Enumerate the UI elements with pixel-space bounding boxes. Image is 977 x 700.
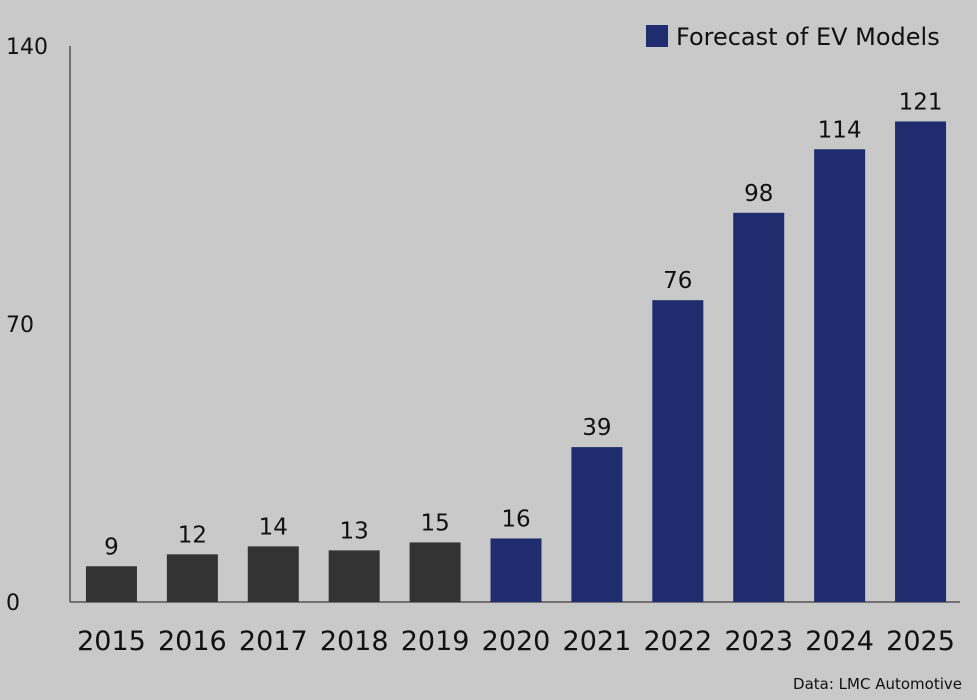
x-tick-label-2016: 2016 <box>158 626 227 657</box>
bar-2022 <box>652 300 704 602</box>
x-tick-label-2018: 2018 <box>320 626 389 657</box>
x-tick-label-2021: 2021 <box>563 626 632 657</box>
legend-label: Forecast of EV Models <box>676 23 940 51</box>
data-label-2022: 76 <box>663 268 692 294</box>
data-label-2017: 14 <box>259 514 288 540</box>
y-tick-label: 140 <box>6 35 48 60</box>
bar-2023 <box>733 212 785 603</box>
data-label-2021: 39 <box>582 415 611 441</box>
legend-swatch <box>646 25 668 47</box>
data-label-2024: 114 <box>818 117 862 143</box>
legend: Forecast of EV Models <box>646 23 940 51</box>
bar-2016 <box>166 554 218 602</box>
bar-2021 <box>571 447 623 602</box>
data-label-2025: 121 <box>899 89 943 115</box>
x-tick-label-2025: 2025 <box>886 626 955 657</box>
x-tick-label-2023: 2023 <box>724 626 793 657</box>
data-label-2023: 98 <box>744 181 773 207</box>
x-tick-label-2020: 2020 <box>482 626 551 657</box>
x-tick-label-2024: 2024 <box>805 626 874 657</box>
data-label-2015: 9 <box>104 534 119 560</box>
bar-2020 <box>490 538 542 602</box>
bar-2015 <box>85 566 137 602</box>
data-label-2020: 16 <box>501 506 530 532</box>
bar-2018 <box>328 550 380 602</box>
source-note: Data: LMC Automotive <box>793 675 962 693</box>
x-tick-label-2019: 2019 <box>401 626 470 657</box>
y-tick-label: 70 <box>6 313 34 338</box>
data-label-2018: 13 <box>340 518 369 544</box>
bar-2019 <box>409 542 461 602</box>
bar-2024 <box>814 149 866 602</box>
x-tick-label-2017: 2017 <box>239 626 308 657</box>
y-tick-label: 0 <box>6 591 20 616</box>
x-tick-label-2022: 2022 <box>643 626 712 657</box>
data-label-2019: 15 <box>420 510 449 536</box>
x-tick-label-2015: 2015 <box>77 626 146 657</box>
bar-2025 <box>895 121 947 602</box>
data-label-2016: 12 <box>178 522 207 548</box>
bar-2017 <box>247 546 299 602</box>
